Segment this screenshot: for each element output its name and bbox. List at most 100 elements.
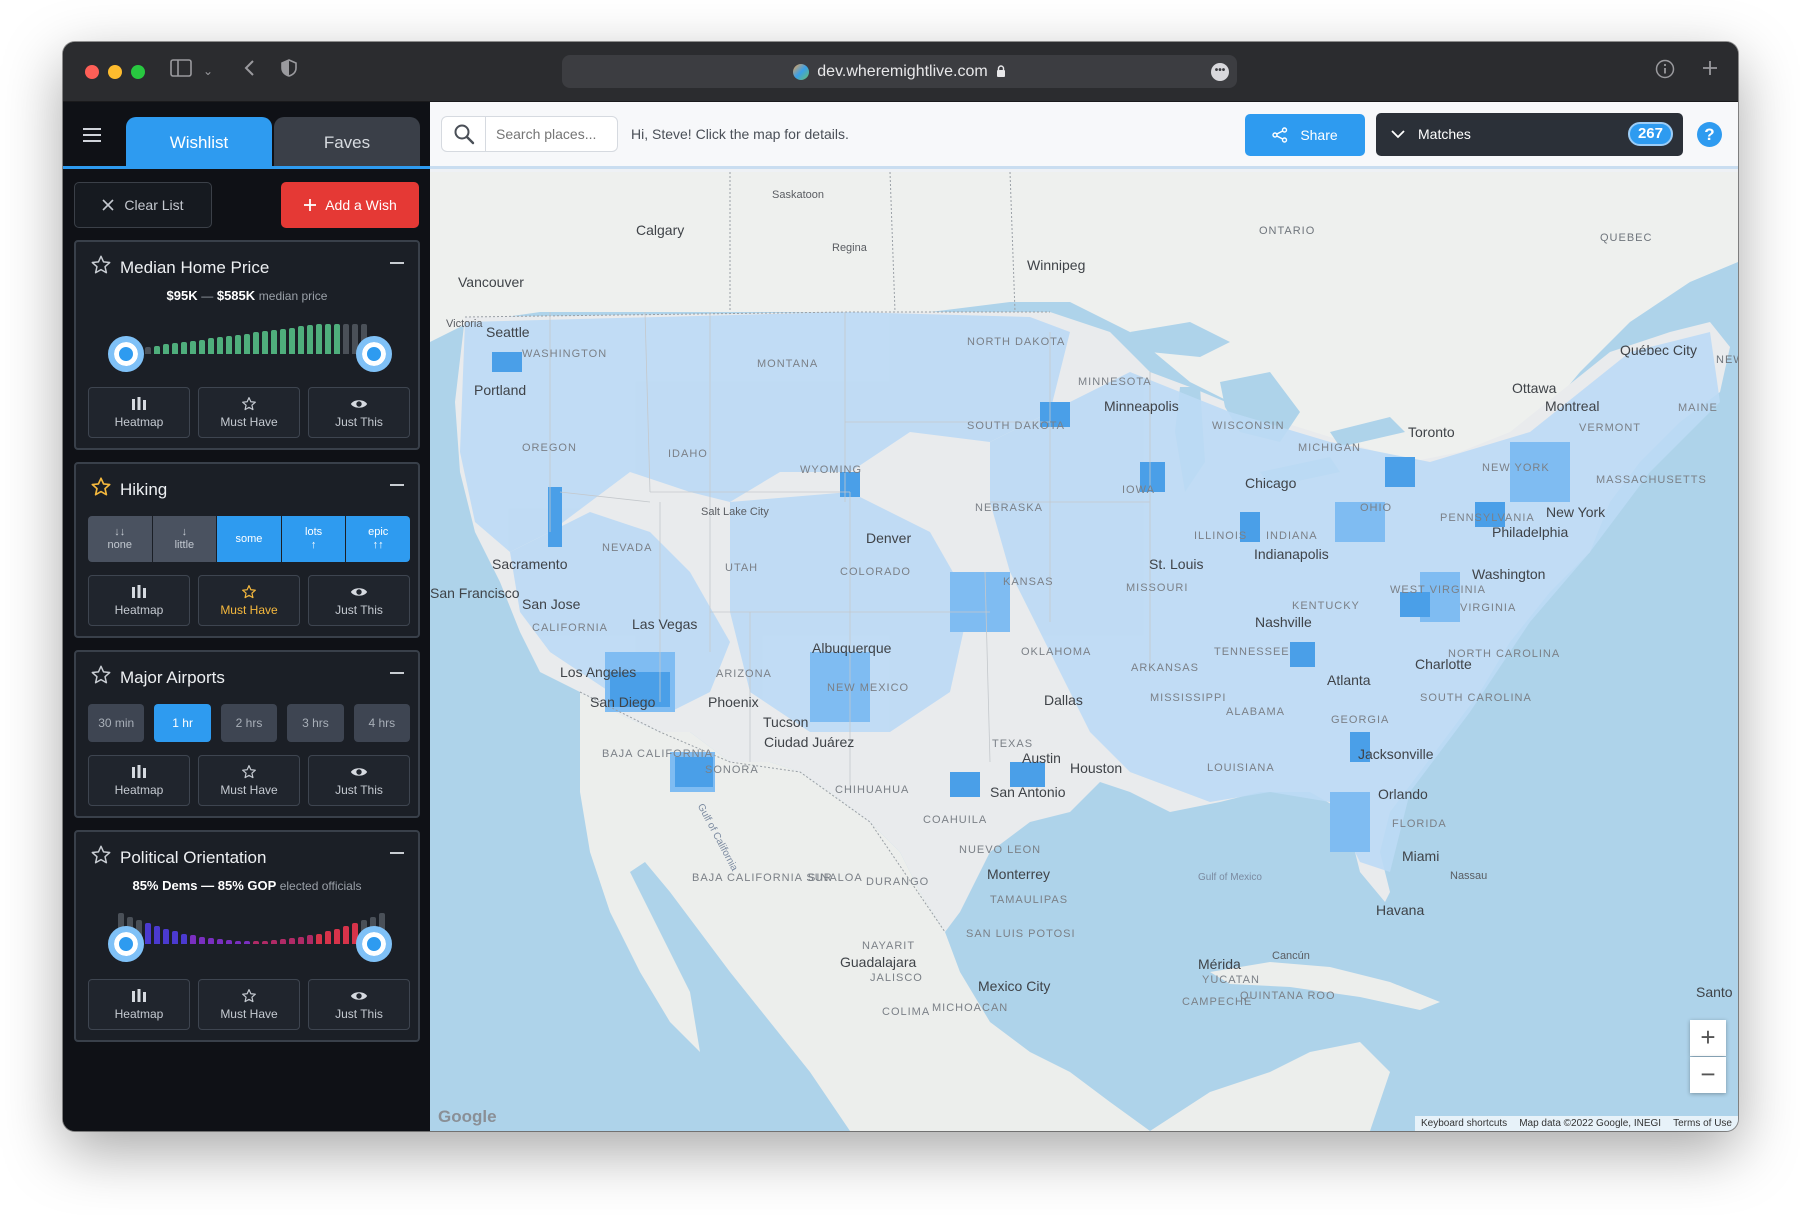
map-canvas[interactable]: Saskatoon Calgary Regina Winnipeg Vancou… [430, 172, 1738, 1131]
heatmap-button[interactable]: Heatmap [88, 387, 190, 438]
more-options-icon[interactable]: ••• [1211, 63, 1229, 81]
map-label-region: MONTANA [757, 358, 819, 370]
back-icon[interactable] [243, 59, 255, 83]
histogram-bar [171, 343, 178, 354]
just-this-button[interactable]: Just This [308, 575, 410, 626]
card-actions: Heatmap Must Have Just This [88, 575, 410, 626]
terms-of-use-link[interactable]: Terms of Use [1673, 1118, 1732, 1129]
map-label-city: Houston [1070, 760, 1123, 776]
slider-handle-max[interactable] [356, 336, 392, 372]
share-button[interactable]: Share [1245, 114, 1365, 156]
histogram-bar [162, 929, 169, 944]
map-label-city: Phoenix [708, 694, 759, 710]
histogram-bar [279, 329, 286, 354]
minimize-window-button[interactable] [108, 65, 122, 79]
histogram-bar [207, 938, 214, 944]
search-input[interactable] [486, 126, 611, 142]
histogram-bar [198, 340, 205, 354]
star-outline-icon [242, 397, 256, 411]
must-have-button[interactable]: Must Have [198, 979, 300, 1030]
map-label-city: Winnipeg [1027, 257, 1086, 273]
histogram-bar [351, 923, 358, 944]
option-label: little [174, 539, 195, 551]
map-label-region: VERMONT [1579, 422, 1641, 434]
collapse-icon[interactable] [390, 852, 404, 854]
tab-wishlist[interactable]: Wishlist [126, 117, 272, 168]
slider-handle-min[interactable] [108, 926, 144, 962]
just-this-button[interactable]: Just This [308, 979, 410, 1030]
shield-icon[interactable] [281, 59, 297, 83]
histogram-bar [306, 325, 313, 354]
histogram-bar [315, 324, 322, 354]
star-outline-icon[interactable] [90, 664, 112, 686]
star-outline-icon[interactable] [90, 254, 112, 276]
price-range-slider[interactable] [106, 318, 396, 374]
airport-option-4hrs[interactable]: 4 hrs [353, 704, 411, 742]
info-icon[interactable] [1655, 59, 1675, 85]
menu-icon[interactable] [83, 128, 101, 142]
zoom-out-button[interactable]: − [1690, 1057, 1726, 1093]
airport-option-3hrs[interactable]: 3 hrs [287, 704, 344, 742]
collapse-icon[interactable] [390, 484, 404, 486]
hiking-option-none[interactable]: ↓↓ none [88, 516, 152, 562]
star-outline-icon[interactable] [90, 844, 112, 866]
histogram-bar [243, 334, 250, 354]
option-arrows: ↓↓ [114, 526, 126, 538]
hiking-option-epic[interactable]: epic ↑↑ [346, 516, 410, 562]
map-label-city: Denver [866, 530, 912, 546]
address-bar[interactable]: dev.wheremightlive.com ••• [562, 55, 1237, 88]
matches-dropdown[interactable]: Matches 267 [1376, 113, 1683, 156]
add-wish-button[interactable]: Add a Wish [281, 182, 419, 228]
hiking-option-lots[interactable]: lots ↑ [281, 516, 346, 562]
must-have-button[interactable]: Must Have [198, 755, 300, 806]
map-label-region: UTAH [725, 562, 759, 574]
collapse-icon[interactable] [390, 262, 404, 264]
heatmap-button[interactable]: Heatmap [88, 575, 190, 626]
star-outline-icon [242, 989, 256, 1003]
clear-list-button[interactable]: Clear List [74, 182, 212, 228]
just-this-button[interactable]: Just This [308, 387, 410, 438]
political-range-text: 85% Dems — 85% GOP elected officials [76, 878, 418, 893]
must-have-button[interactable]: Must Have [198, 575, 300, 626]
tab-faves[interactable]: Faves [274, 117, 420, 168]
map-label-city: Washington [1472, 566, 1546, 582]
chevron-down-icon[interactable]: ⌄ [203, 64, 214, 78]
map-label-city: San Antonio [990, 784, 1066, 800]
map-label-city: St. Louis [1149, 556, 1204, 572]
zoom-in-button[interactable]: + [1690, 1020, 1726, 1056]
map-label-city: Philadelphia [1492, 524, 1569, 540]
hiking-option-some[interactable]: some [217, 516, 281, 562]
help-icon[interactable]: ? [1697, 122, 1722, 147]
close-window-button[interactable] [85, 65, 99, 79]
map-label-region: CALIFORNIA [532, 622, 609, 634]
histogram-bar [333, 929, 340, 944]
hiking-option-little[interactable]: ↓ little [152, 516, 217, 562]
slider-handle-min[interactable] [108, 336, 144, 372]
map-label-city: San Diego [590, 694, 656, 710]
map-label-region: OREGON [522, 442, 577, 454]
just-this-button[interactable]: Just This [308, 755, 410, 806]
new-tab-icon[interactable] [1701, 59, 1719, 83]
keyboard-shortcuts-link[interactable]: Keyboard shortcuts [1421, 1118, 1508, 1129]
option-label: lots [305, 526, 323, 538]
sidebar-toggle-icon[interactable] [170, 59, 192, 83]
star-filled-icon[interactable] [90, 476, 112, 498]
collapse-icon[interactable] [390, 672, 404, 674]
search-box[interactable] [441, 116, 618, 152]
map-label-region: COAHUILA [923, 814, 988, 826]
must-have-label: Must Have [220, 415, 278, 429]
must-have-button[interactable]: Must Have [198, 387, 300, 438]
histogram-bar [198, 937, 205, 944]
airport-option-1hr[interactable]: 1 hr [154, 704, 211, 742]
search-icon[interactable] [442, 117, 486, 151]
airport-option-2hrs[interactable]: 2 hrs [220, 704, 278, 742]
map-label-region: SINALOA [808, 872, 863, 884]
heatmap-button[interactable]: Heatmap [88, 755, 190, 806]
political-range-slider[interactable] [106, 908, 396, 964]
zoom-window-button[interactable] [131, 65, 145, 79]
airport-option-30min[interactable]: 30 min [88, 704, 145, 742]
map-label-region: VIRGINIA [1460, 602, 1517, 614]
slider-handle-max[interactable] [356, 926, 392, 962]
heatmap-button[interactable]: Heatmap [88, 979, 190, 1030]
price-histogram [106, 318, 396, 354]
